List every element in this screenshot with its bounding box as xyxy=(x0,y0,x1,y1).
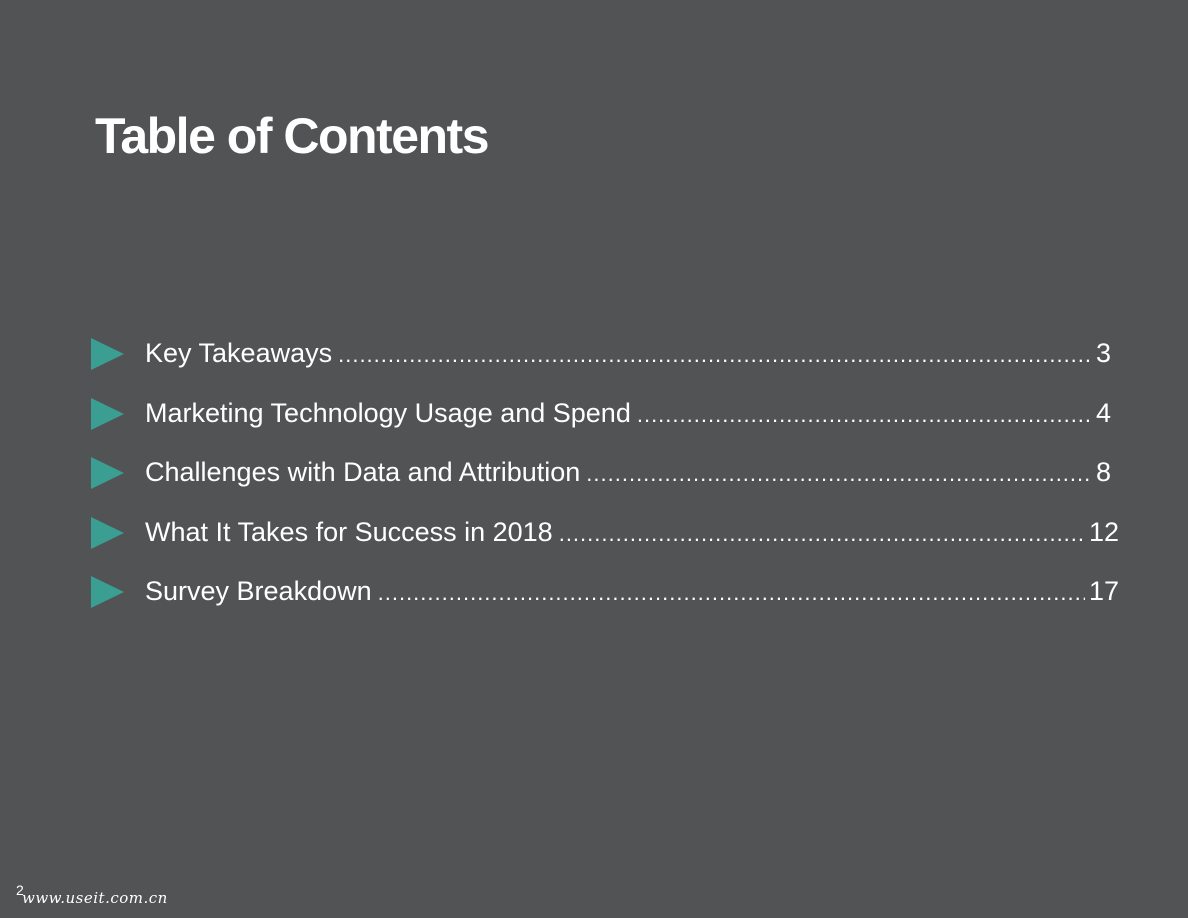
dot-leader xyxy=(559,516,1085,552)
toc-entry-label: Marketing Technology Usage and Spend xyxy=(145,397,631,428)
toc-line: Key Takeaways 3 xyxy=(145,335,1111,371)
toc-line: Challenges with Data and Attribution 8 xyxy=(145,454,1111,490)
toc-line: Survey Breakdown 17 xyxy=(145,573,1119,609)
toc-entry-page: 8 xyxy=(1095,457,1111,487)
triangle-bullet-icon xyxy=(91,338,124,370)
toc-entry-page: 17 xyxy=(1088,576,1119,606)
dot-leader xyxy=(378,575,1085,611)
toc-entry-challenges[interactable]: Challenges with Data and Attribution 8 xyxy=(91,444,1111,504)
dot-leader xyxy=(338,337,1092,373)
table-of-contents: Key Takeaways 3 Marketing Technology Usa… xyxy=(91,325,1131,623)
toc-entry-success-2018[interactable]: What It Takes for Success in 2018 12 xyxy=(91,504,1121,564)
toc-entry-label: Key Takeaways xyxy=(145,338,333,368)
toc-entry-survey-breakdown[interactable]: Survey Breakdown 17 xyxy=(91,563,1121,623)
page-number: 2 xyxy=(16,882,24,898)
watermark-text: www.useit.com.cn xyxy=(22,889,168,907)
toc-line: What It Takes for Success in 2018 12 xyxy=(145,514,1119,550)
triangle-bullet-icon xyxy=(91,576,124,608)
triangle-bullet-icon xyxy=(91,516,124,549)
toc-entry-label: Challenges with Data and Attribution xyxy=(145,457,581,487)
toc-entry-page: 3 xyxy=(1095,338,1111,368)
toc-entry-key-takeaways[interactable]: Key Takeaways 3 xyxy=(91,325,1111,385)
toc-entry-label: What It Takes for Success in 2018 xyxy=(145,516,553,547)
triangle-bullet-icon xyxy=(91,457,124,489)
toc-line: Marketing Technology Usage and Spend 4 xyxy=(145,395,1111,431)
toc-entry-page: 12 xyxy=(1088,516,1119,547)
page-title: Table of Contents xyxy=(95,108,490,164)
dot-leader xyxy=(586,456,1092,492)
toc-entry-page: 4 xyxy=(1095,397,1111,428)
triangle-bullet-icon xyxy=(91,397,124,430)
toc-entry-marketing-technology[interactable]: Marketing Technology Usage and Spend 4 xyxy=(91,385,1111,445)
dot-leader xyxy=(637,397,1092,433)
toc-entry-label: Survey Breakdown xyxy=(145,576,372,606)
